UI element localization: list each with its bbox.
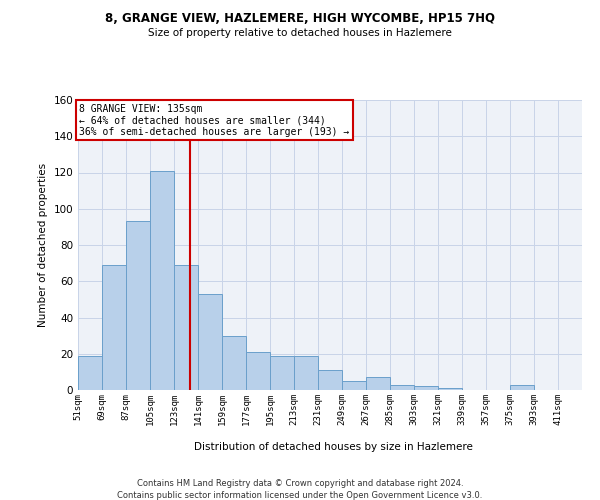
Y-axis label: Number of detached properties: Number of detached properties (38, 163, 48, 327)
Bar (246, 352, 270, 390)
Bar (510, 384, 534, 390)
Bar (174, 265, 198, 390)
Text: 8 GRANGE VIEW: 135sqm
← 64% of detached houses are smaller (344)
36% of semi-det: 8 GRANGE VIEW: 135sqm ← 64% of detached … (79, 104, 350, 137)
Bar (366, 378, 390, 390)
Bar (294, 356, 318, 390)
Text: Distribution of detached houses by size in Hazlemere: Distribution of detached houses by size … (194, 442, 472, 452)
Text: Size of property relative to detached houses in Hazlemere: Size of property relative to detached ho… (148, 28, 452, 38)
Bar (438, 388, 462, 390)
Bar (270, 356, 294, 390)
Bar (342, 381, 366, 390)
Bar (126, 222, 150, 390)
Bar (390, 384, 414, 390)
Text: Contains HM Land Registry data © Crown copyright and database right 2024.: Contains HM Land Registry data © Crown c… (137, 479, 463, 488)
Bar (198, 294, 222, 390)
Bar (102, 265, 126, 390)
Bar (150, 170, 174, 390)
Bar (414, 386, 438, 390)
Bar (318, 370, 342, 390)
Text: 8, GRANGE VIEW, HAZLEMERE, HIGH WYCOMBE, HP15 7HQ: 8, GRANGE VIEW, HAZLEMERE, HIGH WYCOMBE,… (105, 12, 495, 26)
Text: Contains public sector information licensed under the Open Government Licence v3: Contains public sector information licen… (118, 491, 482, 500)
Bar (78, 356, 102, 390)
Bar (222, 336, 246, 390)
